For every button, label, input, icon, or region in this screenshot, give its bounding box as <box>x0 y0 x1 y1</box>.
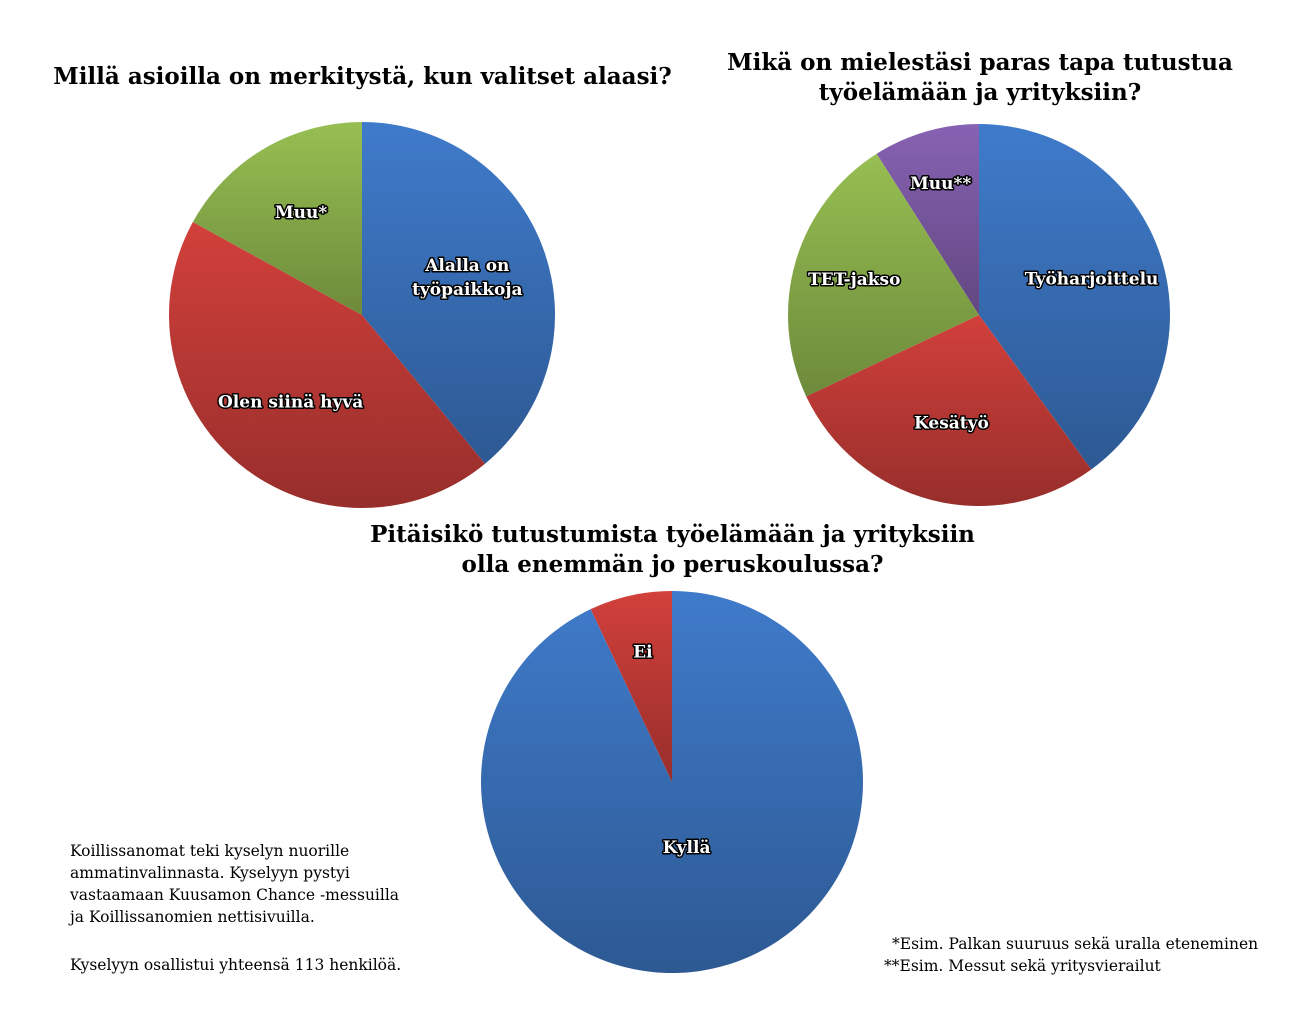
chart-3-title-line-1: Pitäisikö tutustumista työelämään ja yri… <box>370 521 975 548</box>
survey-participants: Kyselyyn osallistui yhteensä 113 henkilö… <box>70 954 430 976</box>
chart-2-title-line-2: työelämään ja yrityksiin? <box>818 79 1142 106</box>
footnote-1: *Esim. Palkan suuruus sekä uralla etenem… <box>892 935 1259 953</box>
chart-1-title-line: Millä asioilla on merkitystä, kun valits… <box>53 63 672 90</box>
pie-slice-työharjoittelu <box>979 124 1170 470</box>
chart-2-title-line-1: Mikä on mielestäsi paras tapa tutustua <box>727 49 1233 76</box>
pie-slice-alalla-on-työpaikkoja <box>362 122 555 464</box>
survey-description-line: vastaamaan Kuusamon Chance -messuilla <box>70 886 400 904</box>
survey-description-line: Koillissanomat teki kyselyn nuorille <box>70 842 350 860</box>
pie-chart-best-way: Työharjoittelu Kesätyö TET-jakso Muu** <box>788 124 1170 506</box>
pie-slice-kesätyö <box>806 315 1092 506</box>
pie-slice-muu <box>192 122 362 315</box>
pie-slice-tet-jakso <box>788 153 979 397</box>
pie-chart-field-choice: Alalla on työpaikkoja Olen siinä hyvä Muu* <box>168 122 555 508</box>
pie-slice-olen-siinä-hyvä <box>168 222 486 508</box>
pie-slice-label: Ei <box>633 643 653 663</box>
pie-slice-label: Olen siinä hyvä <box>218 392 363 412</box>
pie-slice-label: Työharjoittelu <box>1025 269 1159 289</box>
pie-slice-label: Muu* <box>275 203 328 223</box>
pie-slice-ei <box>590 591 672 782</box>
pie-slice-label: Alalla on työpaikkoja <box>412 256 523 300</box>
pie-slice-kyllä <box>480 591 863 973</box>
pie-slice-muu <box>876 124 979 315</box>
survey-description-line: ja Koillissanomien nettisivuilla. <box>70 908 315 926</box>
pie-slice-label: TET-jakso <box>808 270 900 290</box>
chart-2-title: Mikä on mielestäsi paras tapa tutustua t… <box>700 48 1260 108</box>
chart-1-title: Millä asioilla on merkitystä, kun valits… <box>40 62 685 92</box>
survey-description: Koillissanomat teki kyselyn nuorille amm… <box>70 840 430 928</box>
pie-slice-label: Muu** <box>910 174 971 194</box>
survey-description-line: ammatinvalinnasta. Kyselyyn pystyi <box>70 864 350 882</box>
footnote-2: **Esim. Messut sekä yritysvierailut <box>884 957 1161 975</box>
pie-slice-label: Kesätyö <box>914 413 989 433</box>
chart-3-title: Pitäisikö tutustumista työelämään ja yri… <box>340 520 1005 580</box>
survey-participants-text: Kyselyyn osallistui yhteensä 113 henkilö… <box>70 956 402 974</box>
chart-3-title-line-2: olla enemmän jo peruskoulussa? <box>461 551 884 578</box>
pie-slice-label: Kyllä <box>663 838 711 858</box>
footnotes: *Esim. Palkan suuruus sekä uralla etenem… <box>884 933 1284 977</box>
pie-chart-primary-school: Kyllä Ei <box>480 591 863 973</box>
